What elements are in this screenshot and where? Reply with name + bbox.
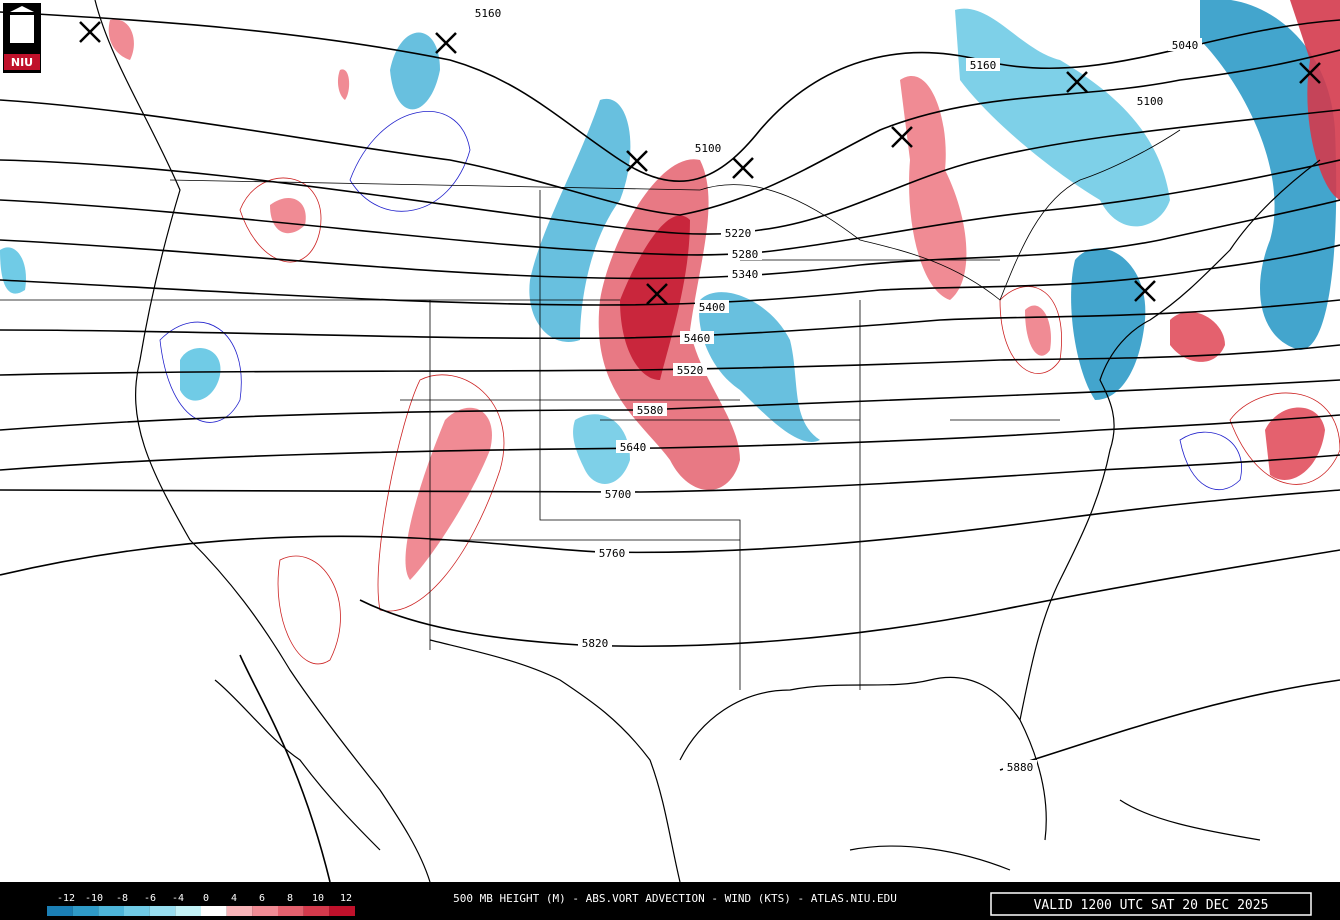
- height-label: 5520: [677, 364, 704, 377]
- height-label: 5460: [684, 332, 711, 345]
- colorbar-label: -6: [144, 893, 156, 904]
- valid-time: VALID 1200 UTC SAT 20 DEC 2025: [1034, 898, 1269, 913]
- label-bg: [578, 636, 612, 649]
- height-label: 5640: [620, 441, 647, 454]
- colorbar-label: 0: [203, 893, 209, 904]
- colorbar-box: [226, 906, 253, 916]
- label-bg: [728, 267, 762, 280]
- valid-box: [990, 892, 1312, 916]
- logo: NIU: [3, 3, 41, 73]
- colorbar-box: [72, 906, 99, 916]
- label-bg: [601, 487, 635, 500]
- height-label: 5160: [475, 7, 502, 20]
- label-bg: [616, 440, 650, 453]
- label-bg: [691, 141, 725, 154]
- colorbar: -12 -10 -8 -6 -4 0 4 6 8 10 12: [47, 893, 355, 916]
- footer-title: 500 MB HEIGHT (M) - ABS.VORT ADVECTION -…: [453, 892, 897, 905]
- height-label: 5100: [1137, 95, 1164, 108]
- colorbar-label: -12: [57, 893, 75, 904]
- height-label: 5820: [582, 637, 609, 650]
- colorbar-label: -4: [172, 893, 184, 904]
- height-label: 5040: [1172, 39, 1199, 52]
- label-bg: [966, 58, 1000, 71]
- colorbar-label: -8: [116, 893, 128, 904]
- colorbar-box: [175, 906, 201, 916]
- label-bg: [728, 247, 762, 260]
- colorbar-label: 4: [231, 893, 237, 904]
- label-bg: [1133, 94, 1167, 107]
- height-label: 5880: [1007, 761, 1034, 774]
- height-label: 5220: [725, 227, 752, 240]
- label-bg: [680, 331, 714, 344]
- colorbar-box: [201, 906, 227, 916]
- height-label: 5340: [732, 268, 759, 281]
- colorbar-label: 8: [287, 893, 293, 904]
- colorbar-box: [303, 906, 330, 916]
- height-label: 5580: [637, 404, 664, 417]
- label-bg: [595, 546, 629, 559]
- logo-text: NIU: [11, 56, 33, 69]
- label-bg: [721, 226, 755, 239]
- vorticity-contours: [159, 111, 1340, 665]
- colorbar-label: 10: [312, 893, 324, 904]
- geography: [0, 0, 1321, 883]
- height-label: 5280: [732, 248, 759, 261]
- label-bg: [471, 6, 505, 19]
- colorbar-box: [47, 906, 73, 916]
- label-bg: [673, 363, 707, 376]
- colorbar-box: [98, 906, 124, 916]
- colorbar-label: 6: [259, 893, 265, 904]
- label-bg: [1003, 760, 1037, 773]
- colorbar-label: -10: [85, 893, 103, 904]
- colorbar-box: [149, 906, 176, 916]
- label-bg: [1168, 38, 1202, 51]
- height-label: 5100: [695, 142, 722, 155]
- label-bg: [695, 300, 729, 313]
- colorbar-box: [252, 906, 278, 916]
- height-label: 5700: [605, 488, 632, 501]
- vort-maxima: [79, 21, 1321, 305]
- height-label: 5400: [699, 301, 726, 314]
- height-label: 5160: [970, 59, 997, 72]
- colorbar-box: [124, 906, 150, 916]
- colorbar-label: 12: [340, 893, 352, 904]
- colorbar-box: [278, 906, 304, 916]
- height-label: 5760: [599, 547, 626, 560]
- colorbar-box: [329, 906, 355, 916]
- label-bg: [633, 403, 667, 416]
- height-labels: 5160 5100 5040 5100 5160 5220 5280 5340 5400 5460…: [471, 6, 1202, 774]
- height-contours: [0, 11, 1340, 883]
